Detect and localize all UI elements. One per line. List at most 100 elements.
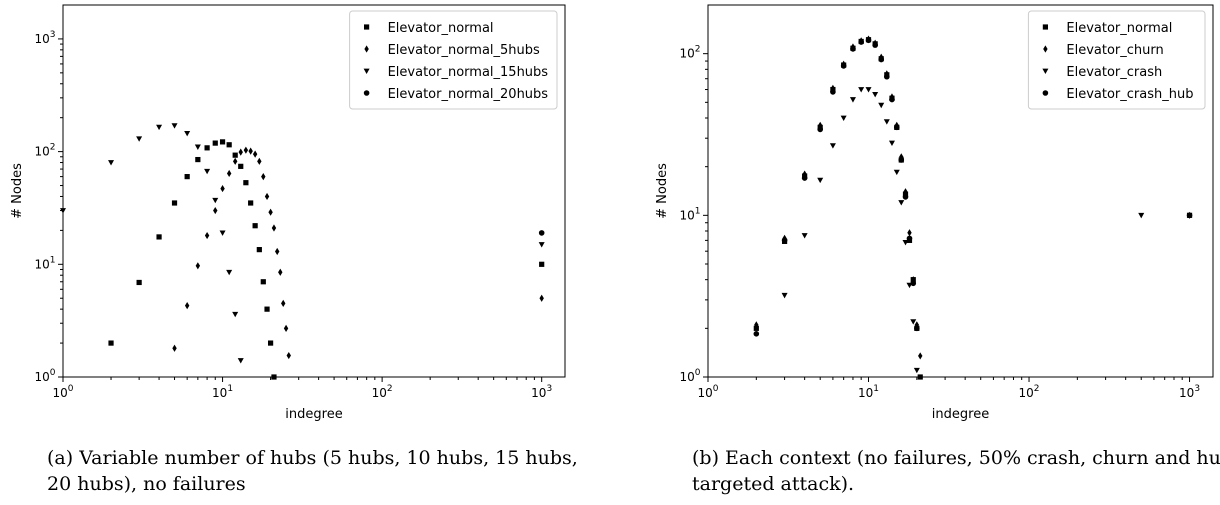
x-tick-label: 101 (858, 384, 879, 400)
plot-area: 100 101 102 103 100 101 102 103 indegree # Nodes (10, 4, 566, 422)
legend-marker (1043, 45, 1048, 53)
data-point (171, 200, 178, 206)
data-point (212, 140, 218, 146)
legend-label: Elevator_normal_5hubs (388, 43, 540, 58)
data-point (136, 136, 143, 142)
data-point (283, 324, 289, 332)
data-point (286, 351, 291, 360)
data-point (108, 160, 115, 166)
legend-marker (363, 68, 370, 74)
data-point (865, 87, 872, 93)
plot-frame (62, 4, 566, 378)
chart-b-plot: 100 101 102 103 100 101 102 indegree # Nodes Elev… (655, 4, 1214, 422)
data-point (1186, 212, 1193, 219)
data-point (260, 279, 266, 285)
data-point (268, 208, 273, 216)
y-tick-label: 103 (34, 30, 55, 46)
data-point (171, 123, 178, 129)
data-point (184, 302, 190, 310)
data-point (884, 73, 890, 80)
data-point (840, 63, 847, 69)
data-point (893, 169, 900, 176)
data-point (872, 42, 878, 48)
data-point (914, 325, 920, 332)
legend-marker (1042, 24, 1048, 30)
data-point (271, 224, 277, 232)
y-tick-label: 100 (679, 368, 700, 384)
data-point (252, 150, 258, 158)
data-point (271, 374, 277, 380)
data-point (278, 268, 283, 276)
data-point (243, 180, 249, 186)
data-point (872, 91, 879, 98)
legend-label: Elevator_normal (1066, 21, 1172, 36)
chart-a-plot: 100 101 102 103 100 101 102 103 indegree # Nodes E… (10, 4, 566, 422)
data-point (539, 294, 544, 302)
legend-marker (364, 24, 370, 30)
data-point (538, 242, 545, 248)
legend: Elevator_normal Elevator_churn Elevator_cr… (1027, 10, 1206, 110)
data-point (903, 188, 908, 196)
data-point (226, 269, 233, 276)
legend-label: Elevator_normal_15hubs (388, 65, 549, 80)
data-point (204, 145, 210, 151)
data-point (1138, 212, 1145, 219)
data-point (264, 192, 270, 201)
data-point (184, 131, 191, 137)
data-point (801, 233, 808, 239)
data-point (801, 175, 808, 181)
legend-label: Elevator_crash_hub (1066, 87, 1193, 102)
data-point (156, 124, 163, 131)
y-tick-label: 102 (34, 143, 55, 159)
data-point (232, 157, 238, 165)
legend-label: Elevator_churn (1066, 43, 1163, 58)
data-point (238, 148, 243, 156)
data-point (893, 124, 900, 131)
data-point (539, 261, 545, 267)
data-point (898, 157, 905, 163)
data-point (829, 143, 836, 149)
legend-label: Elevator_normal (388, 21, 494, 36)
data-point (902, 194, 909, 200)
data-point (906, 235, 913, 242)
data-point (817, 121, 823, 129)
x-tick-label: 102 (1019, 384, 1040, 400)
data-point (850, 46, 856, 52)
data-point (840, 115, 847, 122)
legend-label: Elevator_crash (1066, 65, 1162, 80)
data-point (902, 240, 909, 246)
data-point (858, 39, 864, 45)
data-point (212, 197, 219, 204)
data-point (204, 168, 211, 175)
data-point (817, 126, 823, 133)
data-point (252, 223, 258, 229)
data-point (243, 146, 249, 154)
data-point (753, 331, 760, 337)
x-tick-label: 103 (1179, 384, 1200, 400)
data-point (195, 262, 201, 270)
data-point (232, 311, 239, 318)
legend-marker (1042, 68, 1049, 74)
data-point (281, 299, 286, 307)
data-point (226, 169, 232, 178)
x-tick-label: 100 (52, 384, 73, 400)
y-tick-label: 100 (34, 368, 55, 384)
data-point (136, 279, 142, 286)
x-tick-label: 103 (531, 384, 552, 400)
x-axis-label: indegree (932, 407, 989, 422)
x-axis-label: indegree (285, 407, 342, 422)
data-point (237, 358, 244, 364)
legend-box (1027, 10, 1206, 110)
data-point (256, 247, 262, 253)
data-point (195, 156, 201, 163)
plot-frame (707, 4, 1214, 378)
data-point (248, 200, 254, 206)
data-point (889, 96, 895, 103)
legend-label: Elevator_normal_20hubs (388, 87, 549, 102)
data-point (781, 292, 788, 299)
data-point (226, 142, 232, 148)
data-point (156, 234, 162, 240)
plot-area: 100 101 102 103 100 101 102 indegree # Nodes (655, 4, 1214, 422)
data-point (781, 237, 788, 244)
data-point (754, 321, 759, 329)
